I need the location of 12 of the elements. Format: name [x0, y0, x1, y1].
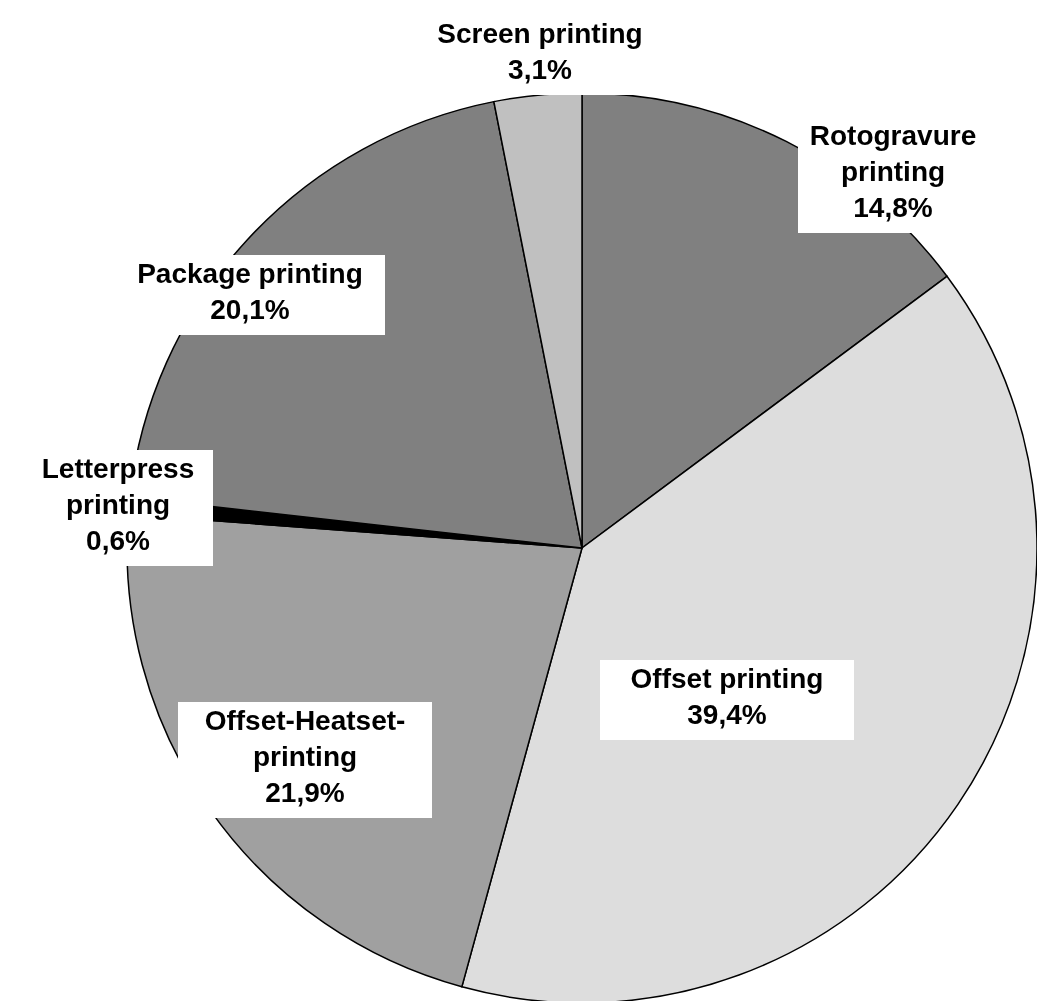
data-label: 21,9%: [265, 777, 345, 808]
data-label: 0,6%: [86, 525, 151, 556]
slice-label: Offset printing: [630, 663, 824, 694]
slice-label: Offset-Heatset-printing: [204, 705, 406, 772]
data-label: 3,1%: [508, 54, 573, 85]
data-label: 20,1%: [210, 294, 290, 325]
slice-label: Rotogravure printing: [809, 120, 977, 187]
data-label: 14,8%: [853, 192, 933, 223]
slice-label: Package printing: [137, 258, 363, 289]
slice-label: Screen printing: [437, 18, 643, 49]
data-label: 39,4%: [687, 699, 767, 730]
slice-label: Letterpress printing: [41, 453, 195, 520]
